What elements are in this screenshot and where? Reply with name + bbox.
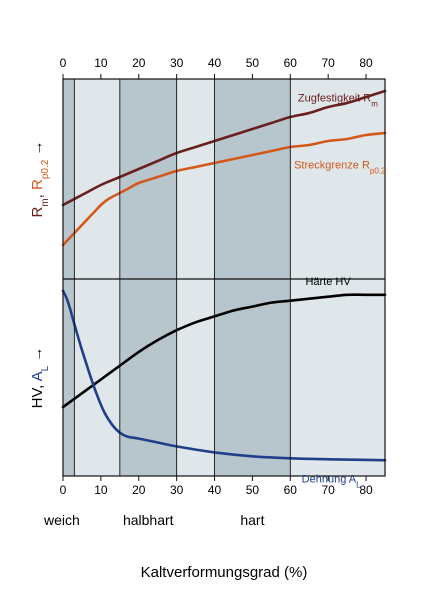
series-label-0-1: Streckgrenze Rp0.2 (294, 160, 386, 176)
frame-layer (62, 74, 386, 481)
x-tick-label-bottom-1: 10 (94, 483, 108, 497)
x-tick-label-top-7: 70 (321, 56, 335, 70)
region-label-2: hart (240, 512, 264, 528)
x-tick-label-top-4: 40 (208, 56, 222, 70)
x-tick-label-top-0: 0 (60, 56, 67, 70)
text-layer: 0 0 10 10 20 20 30 30 40 40 50 50 60 60 70 70 80 80 weich h… (29, 56, 386, 528)
x-tick-label-bottom-2: 20 (132, 483, 146, 497)
y-axis-label-0: Rm, Rp0.2 → (29, 140, 51, 217)
series-line-1-0 (61, 293, 387, 409)
x-tick-label-top-6: 60 (284, 56, 298, 70)
x-tick-label-bottom-4: 40 (208, 483, 222, 497)
series-label-1-0: Härte HV (305, 276, 351, 288)
x-tick-label-bottom-7: 70 (321, 483, 335, 497)
series-label-1-1: Dehnung AL (302, 474, 361, 490)
series-label-0-0: Zugfestigkeit Rm (298, 92, 378, 108)
region-label-1: halbhart (123, 512, 174, 528)
band-0 (63, 79, 75, 476)
series-line-0-0 (61, 89, 387, 207)
x-axis-label: Kaltverformungsgrad (%) (141, 564, 308, 581)
x-tick-label-top-1: 10 (94, 56, 108, 70)
band-2 (119, 79, 177, 476)
x-tick-label-top-5: 50 (246, 56, 260, 70)
y-axis-label-1: HV, AL → (29, 347, 51, 409)
plot-frame (62, 78, 386, 477)
x-tick-label-bottom-5: 50 (246, 483, 260, 497)
x-tick-label-top-3: 30 (170, 56, 184, 70)
x-tick-label-bottom-0: 0 (60, 483, 67, 497)
x-tick-label-bottom-6: 60 (284, 483, 298, 497)
x-tick-label-top-8: 80 (359, 56, 373, 70)
band-4 (214, 79, 291, 476)
series-line-0-1 (61, 131, 387, 247)
x-tick-label-top-2: 20 (132, 56, 146, 70)
x-tick-label-bottom-8: 80 (359, 483, 373, 497)
band-3 (176, 79, 215, 476)
band-1 (74, 79, 120, 476)
region-label-0: weich (43, 512, 80, 528)
x-tick-label-bottom-3: 30 (170, 483, 184, 497)
